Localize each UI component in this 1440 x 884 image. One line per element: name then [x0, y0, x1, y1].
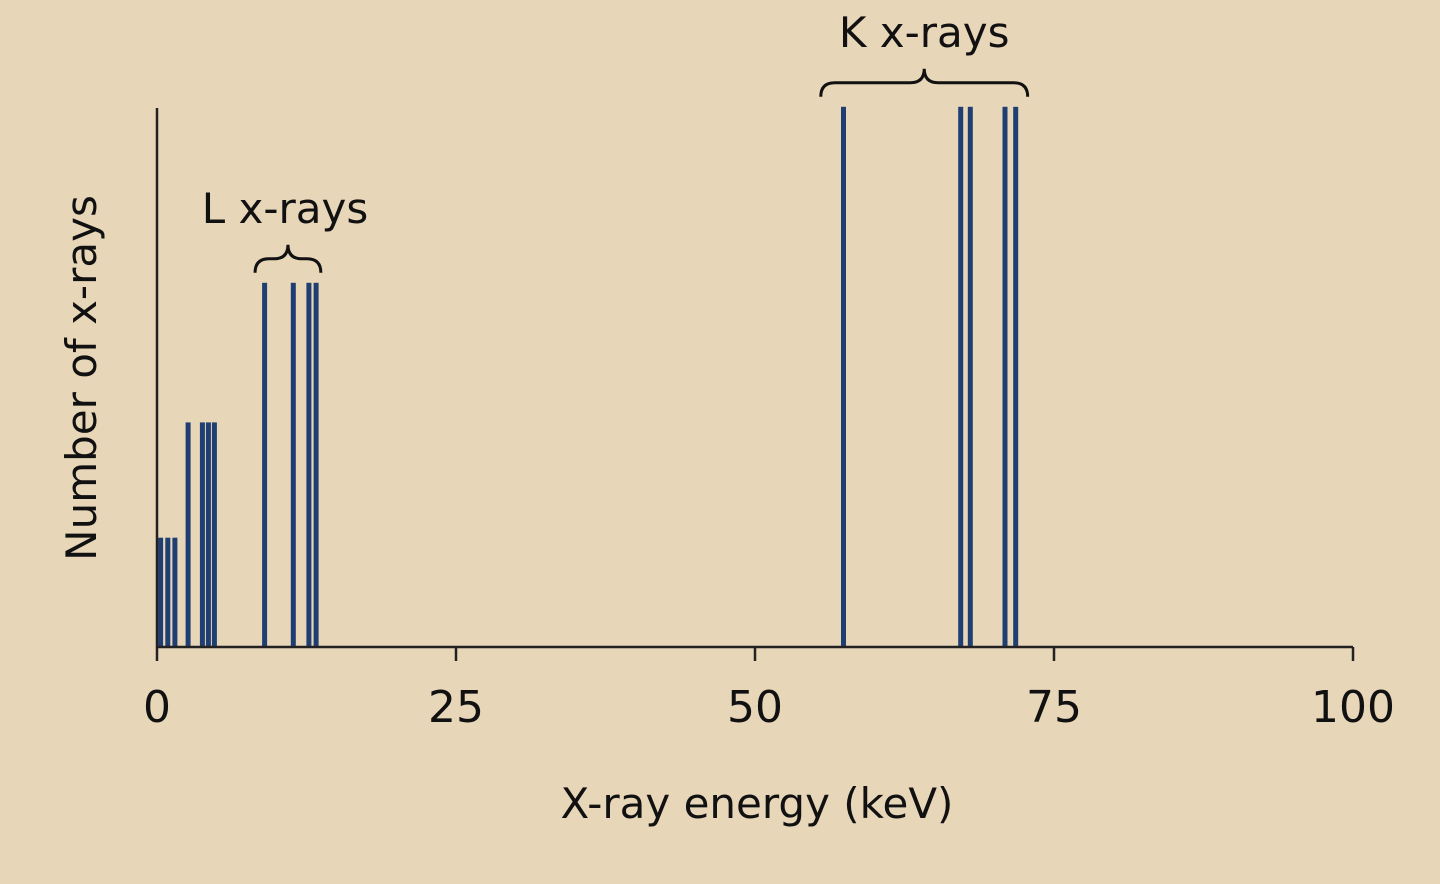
x-tick-label: 100 [1311, 682, 1395, 733]
spectral-line-bar [967, 106, 973, 648]
group-label: L x-rays [202, 184, 369, 233]
spectral-line-bar [1013, 106, 1019, 648]
annotations-group: L x-rays K x-rays [202, 8, 1030, 273]
x-axis-title: X-ray energy (keV) [561, 779, 954, 828]
x-ticks-group: 0 25 50 75 100 [143, 647, 1395, 733]
spectral-line-bar [172, 537, 178, 647]
spectral-line-bar [165, 537, 171, 647]
x-tick-label: 75 [1026, 682, 1082, 733]
spectral-line-bar [158, 537, 164, 647]
bars-group [158, 106, 1019, 648]
x-tick-label: 25 [428, 682, 484, 733]
spectral-line-bar [199, 422, 205, 647]
group-brace [253, 244, 323, 273]
spectral-line-bar [1002, 106, 1008, 648]
y-axis-title: Number of x-rays [57, 195, 106, 561]
spectral-line-bar [185, 422, 191, 647]
group-label: K x-rays [839, 8, 1010, 57]
spectral-line-bar [958, 106, 964, 648]
x-tick-label: 50 [727, 682, 783, 733]
spectral-line-bar [306, 282, 312, 647]
spectral-line-bar [262, 282, 268, 647]
x-tick-label: 0 [143, 682, 171, 733]
spectral-line-bar [841, 106, 846, 648]
spectral-line-bar [313, 282, 319, 647]
spectral-line-bar [205, 422, 211, 647]
spectral-line-bar [211, 422, 217, 647]
group-brace [819, 68, 1030, 97]
spectral-line-bar [290, 282, 296, 647]
